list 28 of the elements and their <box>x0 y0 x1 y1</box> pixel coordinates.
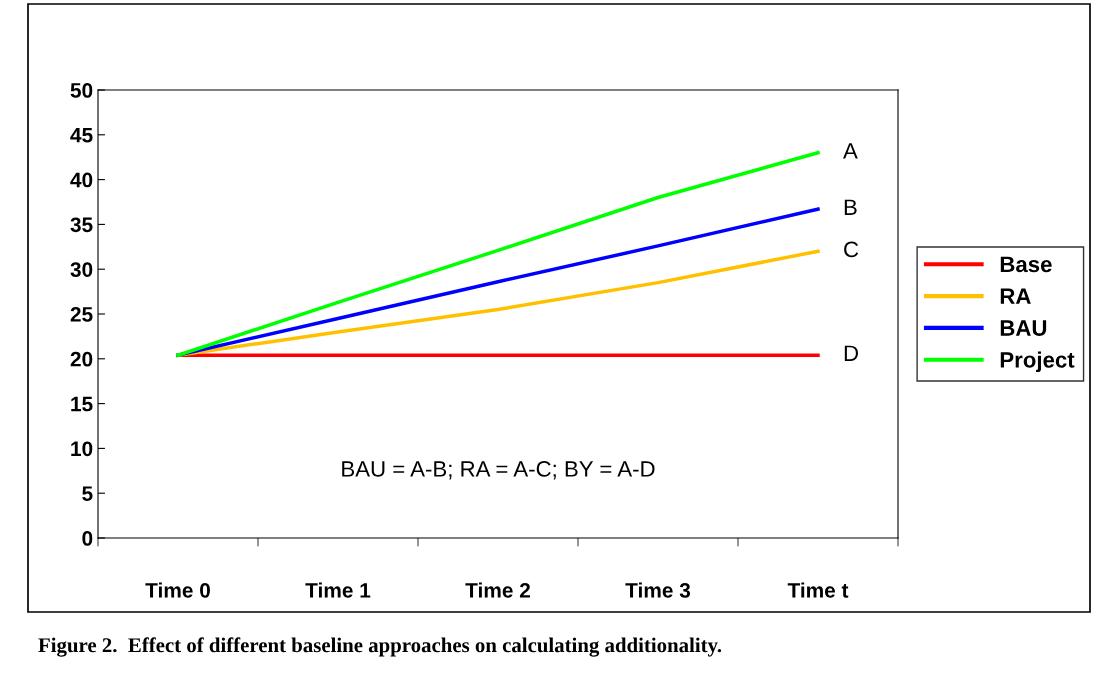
annotation: D <box>844 345 858 361</box>
annotation: C <box>844 241 859 258</box>
y-tick-label: 20 <box>70 351 93 367</box>
legend-label: Project <box>1000 351 1075 373</box>
line-series <box>176 150 820 357</box>
annotation: BAU = A-B; RA = A-C; BY = A-D <box>342 461 655 480</box>
caption: Figure 2. Effect of different baseline approaches on calculating additionality. <box>38 637 722 657</box>
y-tick-label: 5 <box>82 486 93 501</box>
y-tick-label: 40 <box>70 172 93 188</box>
x-tick-label: Time t <box>787 582 849 598</box>
y-tick-label: 15 <box>71 396 93 412</box>
x-tick-label: Time 2 <box>465 582 530 598</box>
annotation: A <box>843 143 858 159</box>
y-tick-label: 35 <box>70 217 93 233</box>
y-tick-label: 30 <box>70 262 93 277</box>
y-tick-label: 0 <box>82 531 93 546</box>
legend-label: RA <box>1000 288 1031 304</box>
line-series <box>176 207 820 357</box>
x-tick-label: Time 0 <box>145 582 210 598</box>
legend-label: Base <box>1000 256 1052 273</box>
annotation: B <box>844 199 857 215</box>
y-tick-label: 25 <box>70 307 93 322</box>
y-tick-label: 10 <box>71 441 93 457</box>
legend-label: BAU <box>1000 320 1047 336</box>
x-tick-label: Time 1 <box>305 582 371 598</box>
y-tick-label: 45 <box>70 128 93 143</box>
x-tick-label: Time 3 <box>625 582 691 598</box>
y-tick-label: 50 <box>70 83 93 98</box>
